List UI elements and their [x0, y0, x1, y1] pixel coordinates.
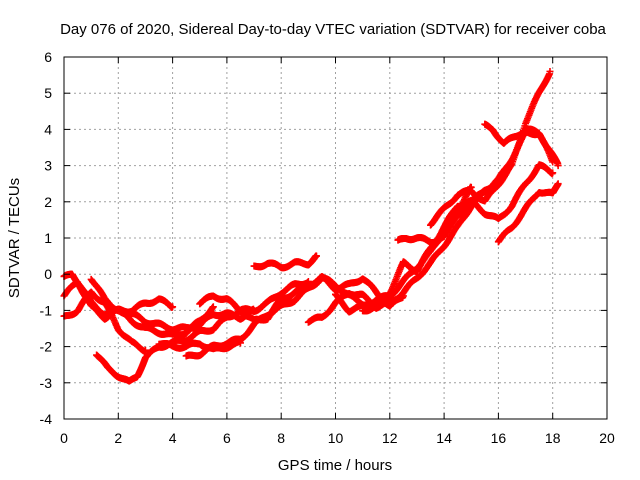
- x-tick-label: 4: [169, 430, 177, 446]
- data-point: [546, 67, 554, 75]
- y-tick-label: -3: [40, 375, 53, 391]
- data-points: [60, 67, 562, 385]
- data-point: [141, 346, 149, 354]
- y-tick-label: 4: [44, 121, 52, 137]
- y-axis-label: SDTVAR / TECUs: [6, 178, 23, 298]
- data-point: [312, 252, 320, 260]
- x-tick-label: 2: [114, 430, 122, 446]
- x-tick-label: 8: [277, 430, 285, 446]
- data-point: [169, 303, 177, 311]
- data-series: [196, 272, 407, 324]
- data-series: [93, 277, 312, 385]
- y-tick-label: 1: [44, 230, 52, 246]
- data-series: [359, 161, 557, 315]
- x-axis-label: GPS time / hours: [278, 457, 392, 474]
- data-point: [554, 180, 562, 188]
- x-tick-label: 18: [545, 430, 561, 446]
- data-series: [427, 67, 554, 229]
- data-series: [494, 180, 562, 246]
- x-tick-label: 14: [436, 430, 452, 446]
- x-tick-label: 12: [382, 430, 398, 446]
- y-tick-label: 6: [44, 49, 52, 65]
- x-tick-label: 0: [60, 430, 68, 446]
- data-point: [549, 169, 557, 177]
- chart-title: Day 076 of 2020, Sidereal Day-to-day VTE…: [60, 21, 606, 38]
- y-tick-label: 2: [44, 194, 52, 210]
- data-series: [481, 120, 562, 170]
- data-point: [554, 162, 562, 170]
- data-point: [209, 303, 217, 311]
- data-series: [87, 275, 217, 339]
- data-series: [250, 252, 320, 272]
- y-tick-label: 3: [44, 158, 52, 174]
- x-tick-label: 10: [328, 430, 344, 446]
- y-tick-label: -2: [40, 339, 53, 355]
- x-tick-label: 20: [599, 430, 615, 446]
- y-tick-label: 5: [44, 85, 52, 101]
- y-tick-label: -4: [40, 411, 53, 427]
- x-tick-label: 6: [223, 430, 231, 446]
- y-tick-label: 0: [44, 266, 52, 282]
- y-tick-label: -1: [40, 302, 53, 318]
- x-tick-label: 16: [491, 430, 507, 446]
